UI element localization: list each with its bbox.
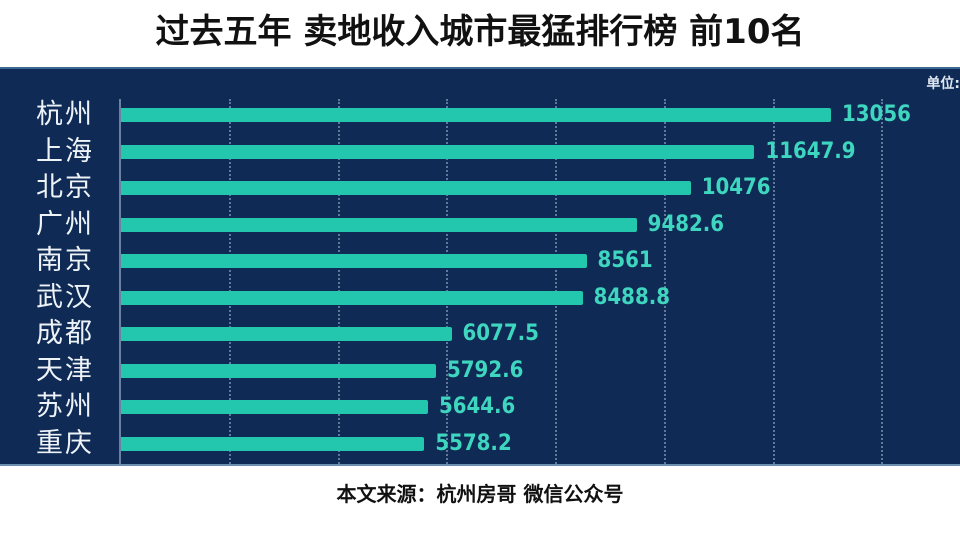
gridline — [228, 99, 231, 464]
chart-title: 过去五年 卖地收入城市最猛排行榜 前10名 — [155, 12, 805, 52]
bar-row: 上海 11647.9 — [0, 134, 960, 170]
value-label: 13056 — [842, 102, 911, 127]
value-label: 10476 — [701, 175, 771, 200]
value-label: 5792.6 — [447, 357, 524, 383]
value-label: 5644.6 — [438, 394, 516, 419]
category-label: 广州 — [36, 208, 94, 240]
value-label: 6077.5 — [462, 321, 539, 346]
bar — [121, 181, 691, 195]
bar — [121, 290, 583, 305]
bar — [121, 327, 452, 341]
gridline — [663, 99, 666, 464]
bar — [121, 108, 831, 122]
category-label: 重庆 — [36, 427, 94, 459]
source-caption: 本文来源：杭州房哥 微信公众号 — [336, 482, 624, 506]
category-label: 上海 — [36, 135, 94, 167]
gridline — [772, 99, 775, 464]
bar-row: 杭州 13056 — [0, 97, 960, 133]
y-axis-line — [119, 99, 121, 464]
category-label: 南京 — [36, 245, 94, 276]
bar-row: 北京 10476 — [0, 170, 960, 206]
bar-row: 南京 8561 — [0, 243, 960, 279]
category-label: 杭州 — [36, 99, 94, 130]
gridline — [555, 99, 558, 464]
chart-panel: 单位: 杭州 13056 上海 11647.9 北京 10476 广州 9482.6 南京 856… — [0, 67, 960, 466]
bar-row: 武汉 8488.8 — [0, 280, 960, 316]
category-label: 成都 — [36, 318, 94, 349]
value-label: 5578.2 — [435, 430, 512, 456]
value-label: 8561 — [597, 248, 653, 273]
category-label: 北京 — [36, 172, 94, 203]
bar-row: 广州 9482.6 — [0, 207, 960, 243]
bar-row: 成都 6077.5 — [0, 316, 960, 352]
gridline — [881, 99, 884, 464]
value-label: 9482.6 — [647, 211, 725, 237]
value-label: 11647.9 — [765, 138, 856, 164]
category-label: 苏州 — [36, 391, 94, 422]
value-label: 8488.8 — [593, 284, 671, 310]
bar — [121, 217, 637, 232]
bar — [121, 254, 587, 268]
bar — [121, 436, 425, 451]
gridline — [446, 99, 449, 464]
bar-row: 天津 5792.6 — [0, 353, 960, 389]
bar — [121, 400, 428, 414]
bar-row: 重庆 5578.2 — [0, 426, 960, 462]
category-label: 天津 — [36, 354, 94, 386]
bar — [121, 144, 755, 159]
bar — [121, 363, 436, 378]
bar-row: 苏州 5644.6 — [0, 389, 960, 425]
unit-label: 单位: — [926, 76, 960, 92]
category-label: 武汉 — [36, 281, 94, 313]
gridline — [337, 99, 340, 464]
